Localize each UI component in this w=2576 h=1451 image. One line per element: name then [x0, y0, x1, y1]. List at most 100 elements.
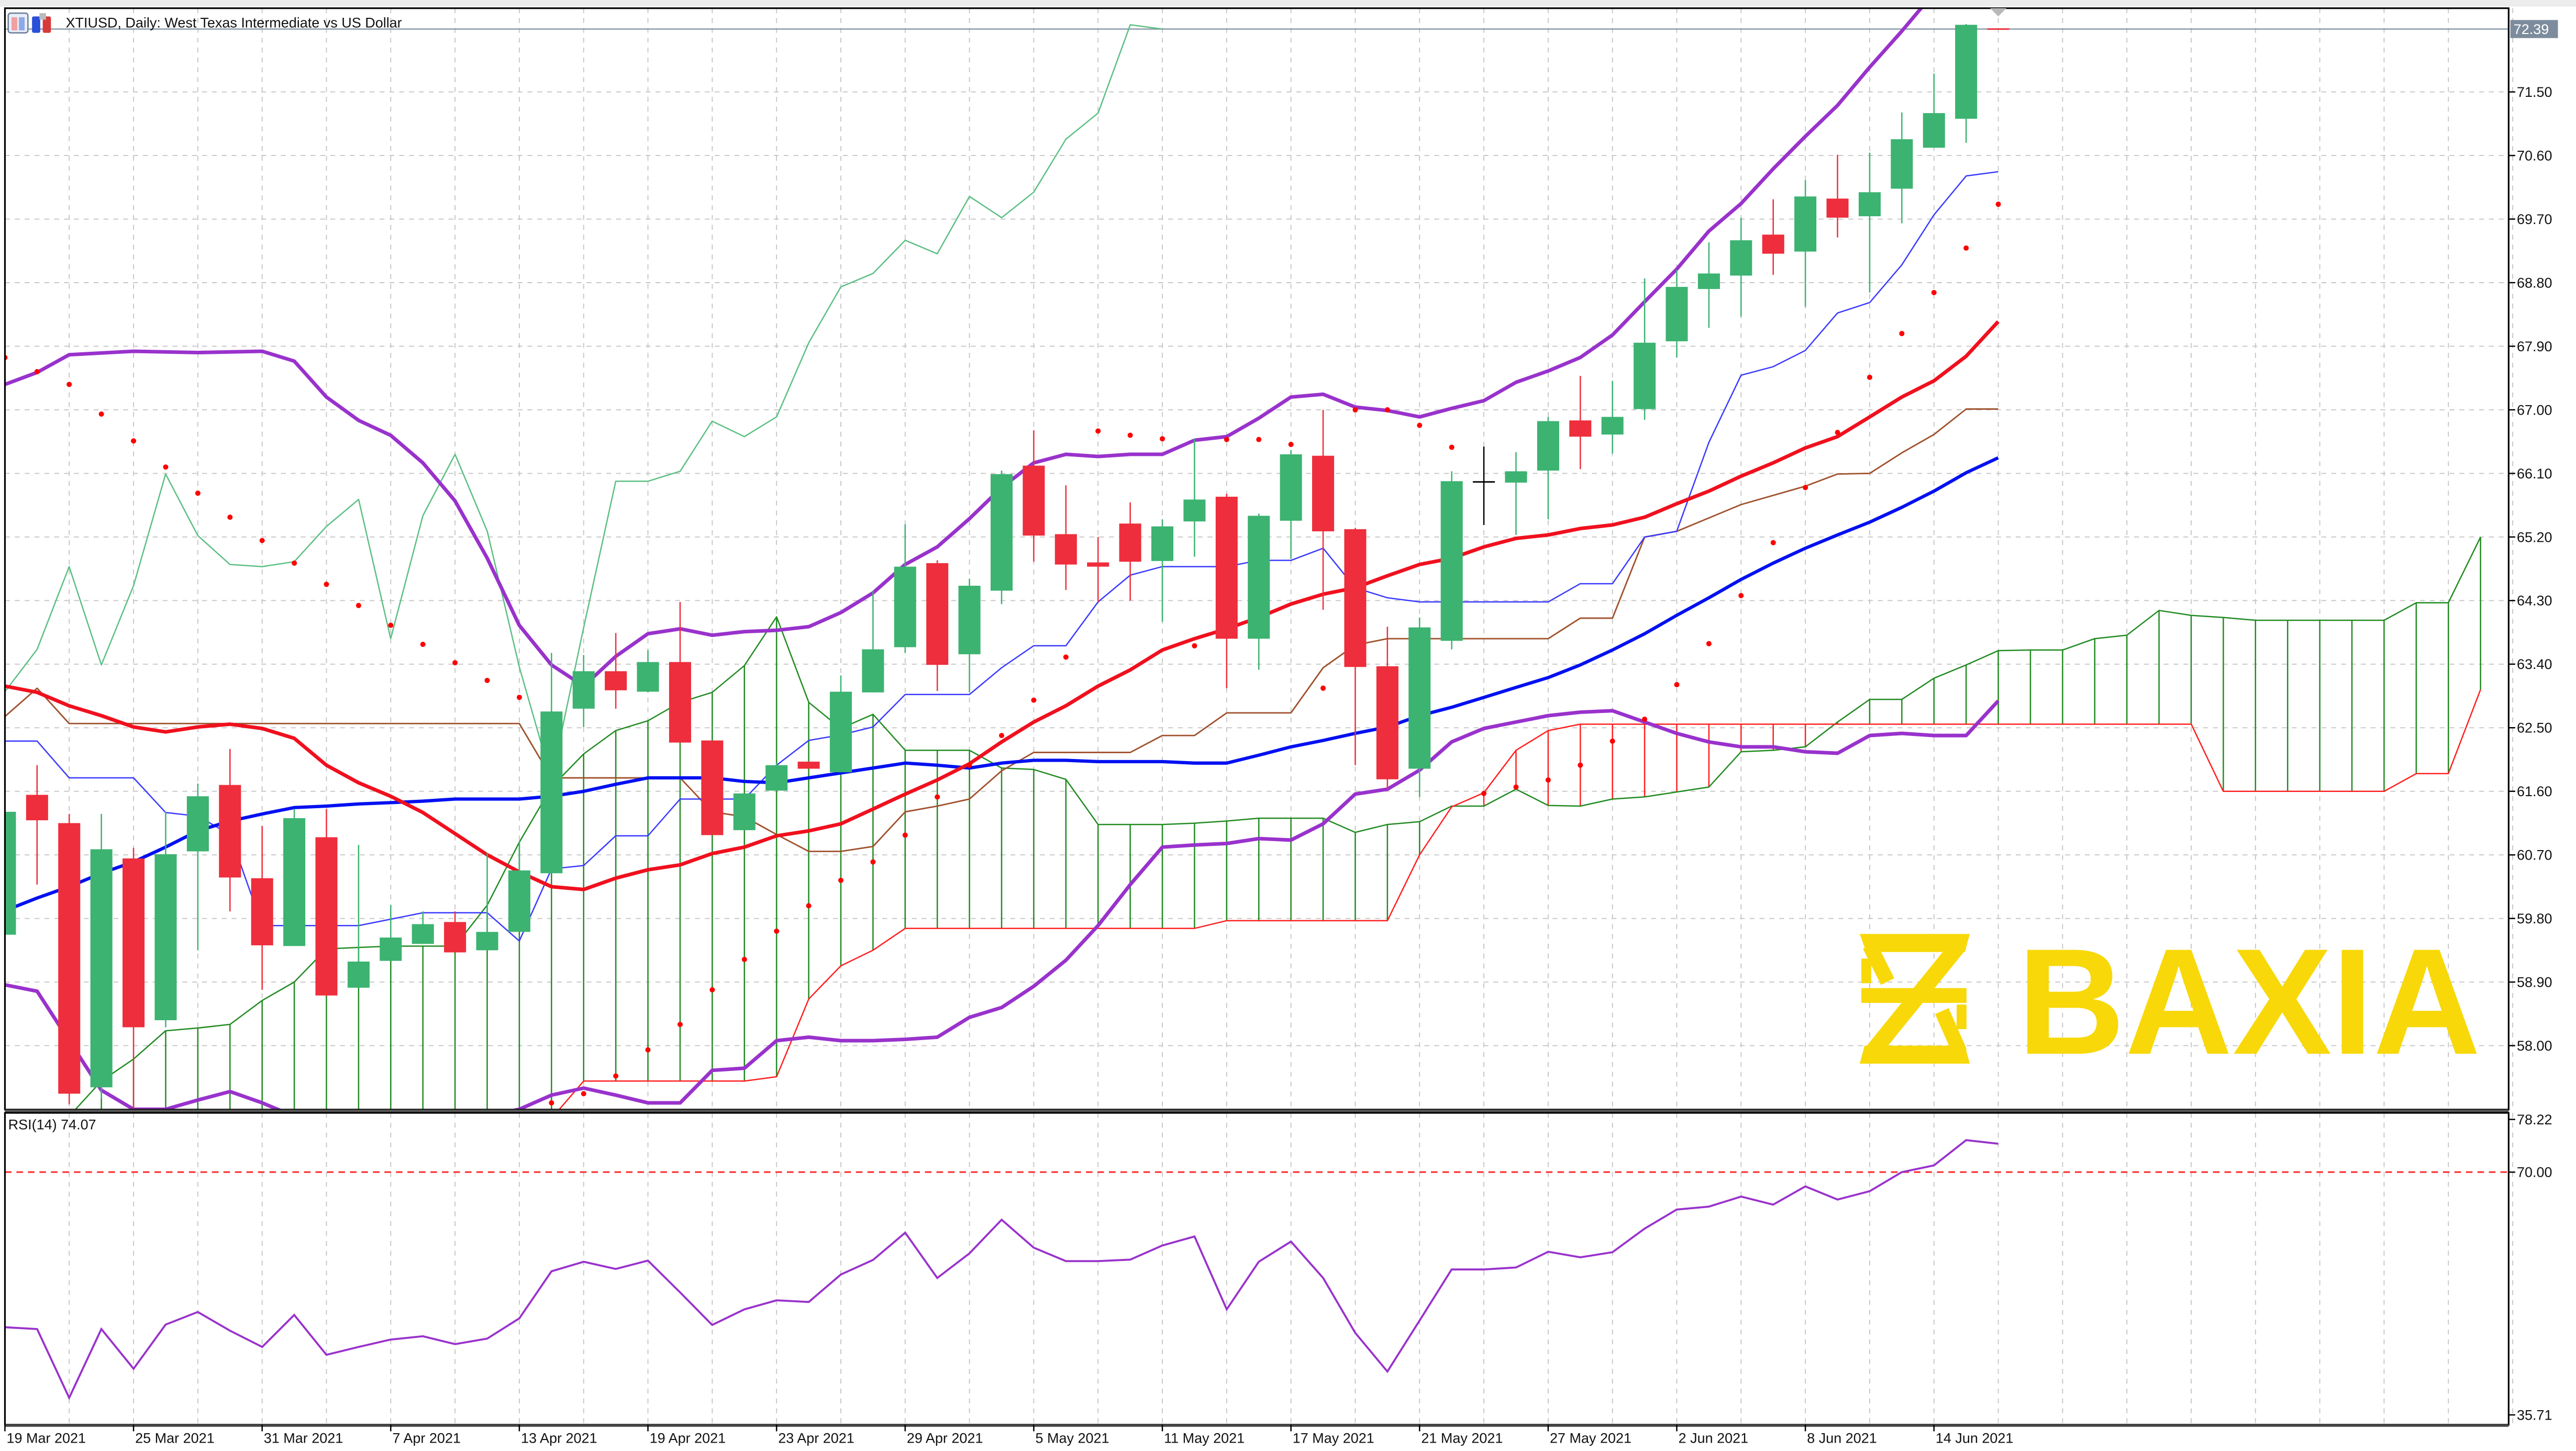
chart-title: XTIUSD, Daily: West Texas Intermediate v…	[66, 15, 402, 31]
candle	[1119, 502, 1141, 601]
candle	[669, 602, 691, 743]
sar-dot	[709, 987, 715, 992]
price-axis-label: 66.10	[2517, 466, 2552, 482]
price-axis-label: 68.80	[2517, 275, 2552, 291]
candle	[219, 749, 241, 912]
candle	[476, 853, 498, 951]
rsi-plot	[5, 1139, 2509, 1400]
sar-dot	[1288, 442, 1294, 448]
candle	[154, 811, 177, 1028]
candle-body	[1665, 287, 1688, 342]
logo-icon-top-stroke	[1863, 942, 1894, 985]
candle-body	[1730, 240, 1752, 276]
candle-body	[1248, 516, 1270, 639]
candle-body	[1923, 113, 1945, 148]
price-axis-label: 70.60	[2517, 148, 2552, 163]
candle-body	[283, 818, 306, 946]
sar-dot	[1063, 654, 1069, 660]
candle	[412, 911, 434, 944]
sar-dot	[902, 832, 908, 838]
rsi-axis-label: 35.71	[2517, 1407, 2552, 1423]
sar-dot	[1513, 784, 1519, 790]
fast-moving-average-line	[5, 320, 2000, 891]
sar-dot	[195, 490, 201, 496]
candle-body	[1473, 481, 1495, 483]
candle-body	[1440, 481, 1463, 641]
price-axis-label: 62.50	[2517, 720, 2552, 736]
sar-dot	[163, 464, 169, 470]
sar-dot	[1224, 437, 1229, 442]
rsi-pane-area[interactable]	[5, 1113, 2509, 1425]
candle-body	[1344, 529, 1367, 667]
date-axis-label: 23 Apr 2021	[778, 1430, 854, 1446]
date-axis-label: 19 Apr 2021	[650, 1430, 726, 1446]
candle	[1215, 494, 1238, 688]
logo-icon-top	[1859, 934, 1970, 952]
candle	[797, 762, 820, 769]
candle	[637, 650, 659, 693]
candle	[1408, 617, 1431, 797]
baxia-logo: BAXIA	[1859, 918, 2481, 1086]
candle	[123, 847, 145, 1110]
candle	[1955, 24, 1978, 143]
sar-dot	[1192, 643, 1197, 649]
sar-dot	[549, 1100, 554, 1106]
sar-dot	[1770, 540, 1776, 545]
date-axis-label: 13 Apr 2021	[521, 1430, 597, 1446]
sar-dot	[1352, 407, 1358, 412]
sar-dot	[1384, 407, 1390, 412]
candle	[1987, 28, 2009, 30]
logo-icon-top-tab	[1861, 958, 1871, 984]
date-axis-label: 14 Jun 2021	[1936, 1430, 2014, 1446]
sar-dot	[774, 928, 780, 934]
candle-body	[1826, 198, 1849, 218]
sar-dot	[935, 794, 940, 800]
bollinger-lower-band	[5, 699, 2000, 1110]
slow-moving-average-line	[5, 456, 1999, 912]
candle	[26, 765, 48, 885]
candle	[347, 845, 370, 988]
price-axis-label: 59.80	[2517, 911, 2552, 927]
candle	[444, 911, 467, 953]
date-axis-label: 11 May 2021	[1164, 1430, 1245, 1446]
sar-dot	[420, 641, 426, 648]
candle	[1923, 73, 1945, 148]
rsi-label: RSI(14) 74.07	[8, 1117, 96, 1132]
date-axis-label: 7 Apr 2021	[392, 1430, 461, 1446]
candle-body	[1280, 454, 1302, 521]
candle	[1826, 154, 1849, 238]
candle-body	[1955, 25, 1978, 119]
sar-dot	[1545, 777, 1551, 783]
price-axis-label: 64.30	[2517, 593, 2552, 609]
current-price-label-bg	[2510, 20, 2558, 38]
axes: 71.50 70.60 69.70 68.80 67.90 67.00 66.10 65.20…	[4, 8, 2558, 1446]
sar-dot	[484, 677, 490, 683]
chikou-span-line	[5, 24, 1163, 780]
sar-dot	[1803, 485, 1808, 490]
price-plot	[5, 8, 2481, 1110]
sar-dot	[870, 859, 876, 865]
candle-body	[701, 740, 724, 835]
date-axis-label: 29 Apr 2021	[907, 1430, 983, 1446]
candle-body	[251, 878, 273, 945]
candle	[862, 590, 884, 693]
candle	[1601, 381, 1624, 454]
sar-dot	[1417, 422, 1423, 428]
candle	[90, 813, 113, 1099]
candle-body	[1858, 192, 1881, 217]
sar-dot	[581, 1091, 586, 1097]
senkou-span-b-line	[558, 689, 2481, 1110]
chart-window-icon[interactable]	[7, 12, 29, 34]
sar-dot	[1609, 738, 1615, 744]
candle-body	[1151, 526, 1174, 561]
candle	[1183, 439, 1206, 557]
sar-dot	[1738, 593, 1744, 598]
sar-dot	[1449, 444, 1454, 450]
trading-icon[interactable]	[32, 13, 51, 33]
date-axis-label: 8 Jun 2021	[1807, 1430, 1877, 1446]
candle-body	[862, 649, 884, 693]
sar-dot	[292, 560, 297, 566]
sar-dot	[259, 538, 265, 543]
candle-body	[1569, 420, 1592, 437]
